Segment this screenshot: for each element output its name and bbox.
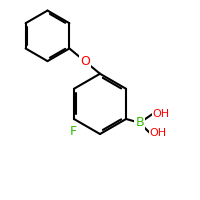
Text: F: F [69, 125, 76, 138]
Text: OH: OH [152, 109, 169, 119]
Text: OH: OH [149, 128, 167, 138]
Text: O: O [80, 55, 90, 68]
Text: B: B [135, 116, 144, 129]
